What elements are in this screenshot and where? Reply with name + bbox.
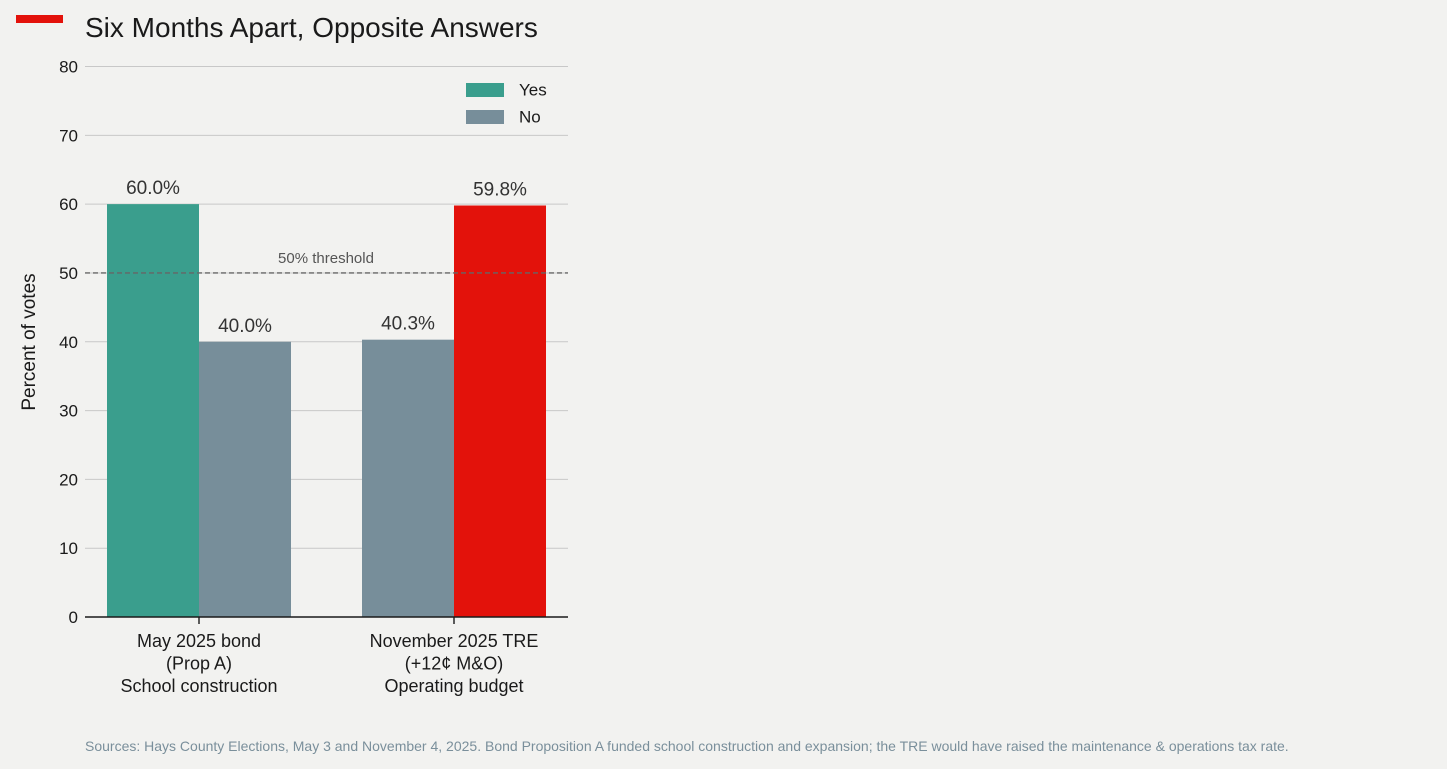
source-note: Sources: Hays County Elections, May 3 an… — [85, 738, 1289, 754]
y-tick-label: 70 — [59, 126, 78, 145]
legend-label: No — [519, 108, 541, 127]
x-tick-label: Operating budget — [384, 676, 523, 696]
bar — [362, 339, 454, 617]
legend-swatch — [466, 110, 504, 124]
legend: Yes No — [466, 81, 547, 127]
y-tick-label: 30 — [59, 402, 78, 421]
x-axis — [85, 616, 568, 624]
threshold: 50% threshold — [85, 250, 568, 274]
y-axis-label: Percent of votes — [19, 273, 40, 410]
data-labels: 60.0% 40.0% 40.3% 59.8% — [126, 178, 527, 337]
x-tick-label: May 2025 bond — [137, 631, 261, 651]
y-tick-label: 20 — [59, 470, 78, 489]
legend-swatch — [466, 83, 504, 97]
y-tick-label: 10 — [59, 539, 78, 558]
title-accent-bar — [16, 15, 63, 23]
y-tick-label: 0 — [69, 608, 78, 627]
data-label: 60.0% — [126, 178, 180, 199]
chart-title: Six Months Apart, Opposite Answers — [85, 12, 538, 43]
x-tick-label: (Prop A) — [166, 654, 232, 674]
y-tick-label: 60 — [59, 195, 78, 214]
threshold-label: 50% threshold — [278, 250, 374, 267]
data-label: 59.8% — [473, 180, 527, 201]
x-tick-label: (+12¢ M&O) — [405, 654, 504, 674]
category-labels: May 2025 bond (Prop A)School construction… — [120, 631, 538, 696]
y-tick-label: 40 — [59, 333, 78, 352]
data-label: 40.0% — [218, 316, 272, 337]
bar — [454, 205, 546, 617]
bar — [199, 341, 291, 617]
y-tick-label: 80 — [59, 58, 78, 77]
y-tick-label: 50 — [59, 264, 78, 283]
x-tick-label: School construction — [120, 676, 277, 696]
x-tick-label: November 2025 TRE — [370, 631, 539, 651]
y-axis-ticks: 0 10 20 30 40 50 60 70 80 — [59, 58, 78, 628]
bar — [107, 204, 199, 617]
data-label: 40.3% — [381, 314, 435, 335]
legend-label: Yes — [519, 81, 547, 100]
